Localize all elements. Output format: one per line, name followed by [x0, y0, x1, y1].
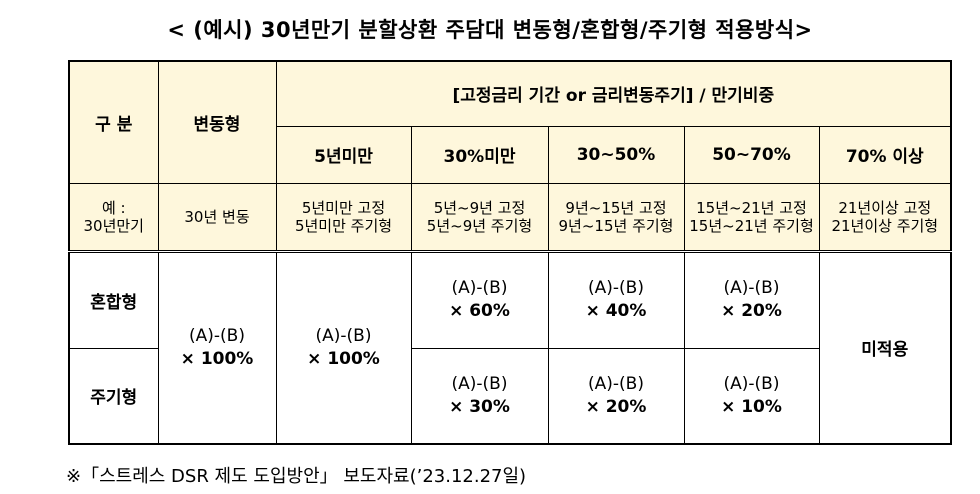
cell-text: 5년~9년 고정 [433, 198, 526, 217]
cell: 미적용 [818, 250, 952, 445]
cell-text: 15년~21년 주기형 [689, 216, 814, 235]
header-text: 30~50% [576, 144, 656, 165]
cell-text: 21년이상 고정 [838, 198, 932, 217]
cell-text: (A)-(B) [588, 373, 644, 394]
cell: 5년미만 [275, 125, 412, 184]
cell: 21년이상 고정 21년이상 주기형 [818, 182, 952, 253]
cell-text: (A)-(B) [189, 325, 245, 346]
cell-text: 30년만기 [83, 216, 145, 235]
header-cell: [고정금리 기간 or 금리변동주기] / 만기비중 [275, 60, 952, 127]
title: < (예시) 30년만기 분할상환 주담대 변동형/혼합형/주기형 적용방식> [167, 18, 813, 42]
cell: 혼합형 [68, 250, 159, 349]
cell-text: (A)-(B) [315, 325, 372, 346]
row-label: 혼합형 [90, 292, 138, 313]
cell-text: (A)-(B) [451, 278, 508, 298]
cell-text: × 10% [721, 396, 782, 417]
cell-text: 5년미만 고정 [301, 198, 386, 217]
cell-text: 9년~15년 고정 [565, 198, 667, 217]
row-label: 주기형 [90, 388, 138, 409]
cell: 30년 변동 [157, 182, 277, 253]
cell-text: × 60% [449, 301, 510, 321]
cell-text: × 20% [721, 301, 782, 321]
cell-text: × 40% [585, 301, 647, 321]
cell: (A)-(B) × 40% [547, 250, 685, 349]
header-text: 50~70% [712, 144, 791, 165]
cell: 15년~21년 고정 15년~21년 주기형 [683, 182, 820, 253]
cell-text: (A)-(B) [451, 373, 508, 394]
header-text: 70% 이상 [845, 147, 924, 167]
cell: 5년~9년 고정 5년~9년 주기형 [410, 182, 549, 253]
cell-text: (A)-(B) [723, 373, 780, 394]
cell: (A)-(B) × 20% [547, 347, 685, 445]
cell-text: × 100% [307, 348, 380, 369]
footer: ※「스트레스 DSR 제도 도입방안」 보도자료(’23.12.27일) [66, 466, 527, 487]
cell: 주기형 [68, 347, 159, 445]
cell-text: 미적용 [861, 340, 909, 361]
cell: 5년미만 고정 5년미만 주기형 [275, 182, 412, 253]
header-text: [고정금리 기간 or 금리변동주기] / 만기비중 [452, 86, 775, 107]
cell: 9년~15년 고정 9년~15년 주기형 [547, 182, 685, 253]
cell-text: × 20% [585, 396, 647, 417]
cell-text: × 100% [180, 348, 254, 369]
cell: 예 :30년만기 [68, 182, 159, 253]
cell: 30~50% [547, 125, 685, 184]
cell: (A)-(B) × 60% [410, 250, 549, 349]
cell: 70% 이상 [818, 125, 952, 184]
header-text: 30%미만 [443, 147, 516, 167]
cell-text: 9년~15년 주기형 [558, 216, 674, 235]
header-text: 구 분 [95, 114, 133, 135]
cell-text: 30년 변동 [184, 207, 250, 226]
cell-text: 5년미만 주기형 [294, 216, 393, 235]
header-cell: 구 분 [68, 60, 159, 184]
cell-text: × 30% [449, 396, 510, 417]
cell-text: 예 : [101, 198, 126, 217]
cell: (A)-(B) × 30% [410, 347, 549, 445]
table: 구 분 변동형 [고정금리 기간 or 금리변동주기] / 만기비중 5년미만 3… [68, 60, 953, 445]
cell-text: (A)-(B) [723, 278, 780, 298]
header-cell: 변동형 [157, 60, 277, 184]
header-text: 변동형 [193, 114, 241, 135]
cell: (A)-(B) × 100% [157, 250, 277, 445]
header-text: 5년미만 [314, 147, 373, 167]
cell: 50~70% [683, 125, 820, 184]
cell-text: 15년~21년 고정 [696, 198, 807, 217]
cell: (A)-(B) × 100% [275, 250, 412, 445]
cell: (A)-(B) × 20% [683, 250, 820, 349]
cell-text: 21년이상 주기형 [831, 216, 939, 235]
cell-text: (A)-(B) [588, 278, 644, 298]
cell: 30%미만 [410, 125, 549, 184]
cell-text: 5년~9년 주기형 [426, 216, 533, 235]
cell: (A)-(B) × 10% [683, 347, 820, 445]
